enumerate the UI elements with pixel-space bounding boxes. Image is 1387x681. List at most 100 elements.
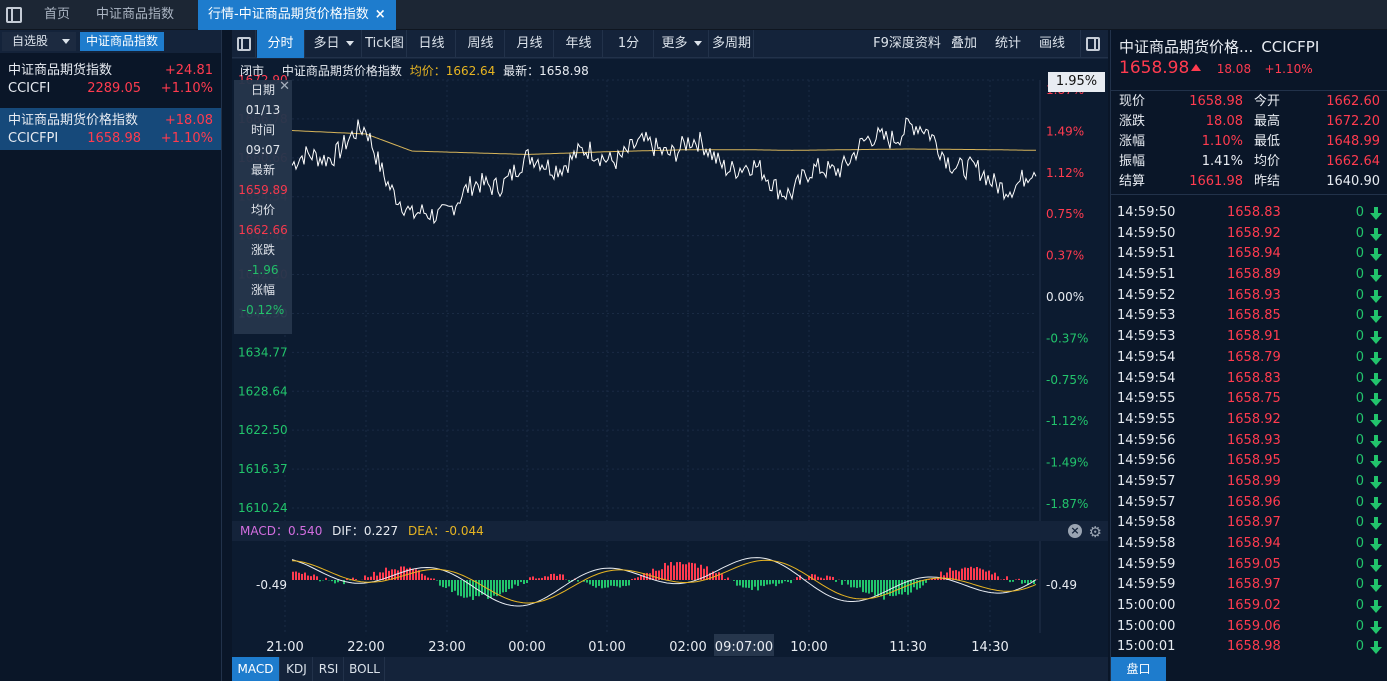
macd-bar [694, 563, 696, 580]
close-icon[interactable]: × [374, 7, 386, 22]
tab-kdj[interactable]: KDJ [281, 657, 313, 681]
tab-year[interactable]: 年线 [555, 30, 603, 58]
macd-bar [700, 564, 702, 580]
macd-bar [613, 580, 615, 587]
macd-bar [346, 578, 348, 580]
macd-bar [745, 580, 747, 588]
macd-bar [889, 580, 891, 596]
macd-bar [904, 580, 906, 593]
stats-label: 统计 [994, 36, 1021, 51]
close-icon[interactable]: × [1068, 524, 1082, 538]
collapse-right-button[interactable] [1080, 30, 1104, 58]
stat-label: 涨幅 [1119, 134, 1146, 149]
tab-week[interactable]: 周线 [457, 30, 505, 58]
macd-bar [844, 580, 846, 581]
item-pct: +1.10% [160, 131, 213, 146]
macd-bar [883, 580, 885, 600]
time-tick-label: 02:00 [669, 640, 706, 655]
macd-bar [859, 580, 861, 588]
collapse-left-button[interactable] [232, 30, 256, 58]
macd-bar [679, 562, 681, 580]
watchlist-self-dropdown[interactable]: 自选股 [2, 32, 76, 51]
tick-volume: 0 [1355, 287, 1364, 303]
close-icon[interactable]: ✕ [279, 79, 290, 94]
macd-bar [841, 580, 843, 585]
tab-day-label: 日线 [418, 36, 445, 51]
tab-macd[interactable]: MACD [232, 657, 280, 681]
layout-toggle-icon[interactable] [6, 7, 22, 23]
macd-bar [568, 580, 570, 582]
tab-quote-active[interactable]: 行情-中证商品期货价格指数 × [198, 0, 396, 30]
macd-bar [511, 580, 513, 589]
tick-price: 1659.02 [1227, 598, 1281, 614]
intraday-chart[interactable]: 1672.901666.781660.661654.541648.421642.… [232, 58, 1108, 657]
tab-rsi[interactable]: RSI [314, 657, 344, 681]
watchlist-index-tab[interactable]: 中证商品指数 [80, 32, 164, 51]
macd-bar [295, 571, 297, 580]
macd-bar [664, 562, 666, 580]
price-line [291, 117, 1037, 225]
item-pct: +1.10% [160, 81, 213, 96]
arrow-up-icon [1191, 64, 1202, 71]
stats-button[interactable]: 统计 [988, 30, 1028, 58]
gear-icon[interactable]: ⚙ [1088, 523, 1102, 541]
pankou-tab[interactable]: 盘口 [1111, 657, 1166, 681]
macd-bar [748, 580, 750, 588]
tab-month-label: 月线 [516, 36, 543, 51]
macd-bar [676, 562, 678, 580]
macd-bar [976, 567, 978, 580]
item-name: 中证商品期货指数 [8, 63, 113, 78]
macd-bar [622, 580, 624, 586]
tab-day[interactable]: 日线 [408, 30, 456, 58]
watchlist-item[interactable]: 中证商品期货指数 +24.81 CCICFI 2289.05 +1.10% [0, 58, 221, 100]
pct-tick-label: 1.12% [1046, 166, 1084, 180]
time-tick-label: 22:00 [347, 640, 384, 655]
tab-more-label: 更多 [661, 36, 688, 51]
tick-price: 1658.85 [1227, 308, 1281, 324]
tick-time: 14:59:55 [1117, 391, 1176, 407]
macd-bar [985, 571, 987, 580]
tab-home-label: 首页 [44, 7, 71, 22]
stat-value: 1661.98 [1189, 174, 1243, 189]
macd-bar [586, 580, 588, 583]
macd-bar [832, 576, 834, 580]
time-tick-label: 00:00 [508, 640, 545, 655]
arrow-down-icon [1370, 600, 1382, 614]
watchlist-item-selected[interactable]: 中证商品期货价格指数 +18.08 CCICFPI 1658.98 +1.10% [0, 108, 221, 150]
tab-tick[interactable]: Tick图 [363, 30, 407, 58]
item-change: +24.81 [164, 63, 213, 78]
macd-bar [595, 580, 597, 588]
tab-multiday[interactable]: 多日 [306, 30, 362, 58]
macd-bar [373, 571, 375, 580]
tab-more[interactable]: 更多 [655, 30, 709, 58]
tab-boll[interactable]: BOLL [345, 657, 385, 681]
macd-bar [901, 580, 903, 595]
latest-price-label: 最新：1658.98 [503, 64, 589, 78]
tab-home[interactable]: 首页 [34, 0, 80, 30]
price-tick-label: 1622.50 [238, 423, 288, 437]
arrow-down-icon [1370, 207, 1382, 220]
tab-month[interactable]: 月线 [506, 30, 554, 58]
tab-csi-commodity[interactable]: 中证商品指数 [86, 0, 184, 30]
overlay-button[interactable]: 叠加 [944, 30, 984, 58]
macd-bar [535, 578, 537, 580]
macd-bar [577, 580, 579, 582]
tab-fenshi[interactable]: 分时 [257, 30, 305, 58]
macd-bar [334, 580, 336, 584]
macd-bar [490, 580, 492, 598]
tick-volume: 0 [1355, 308, 1364, 324]
f9-button[interactable]: F9深度资料 [870, 30, 944, 58]
macd-bar [316, 576, 318, 580]
tick-volume: 0 [1355, 329, 1364, 345]
macd-bar [718, 572, 720, 580]
macd-bar [376, 575, 378, 580]
tick-volume: 0 [1355, 494, 1364, 510]
macd-bar [988, 570, 990, 580]
draw-button[interactable]: 画线 [1032, 30, 1072, 58]
tab-1min[interactable]: 1分 [604, 30, 654, 58]
macd-bar [736, 580, 738, 586]
tab-multi-period[interactable]: 多周期 [710, 30, 754, 58]
macd-bar [382, 572, 384, 580]
tick-list[interactable]: 14:59:50 1658.83 0 14:59:50 1658.92 0 14:59:51… [1111, 203, 1387, 658]
time-tick-label: 11:30 [889, 640, 926, 655]
